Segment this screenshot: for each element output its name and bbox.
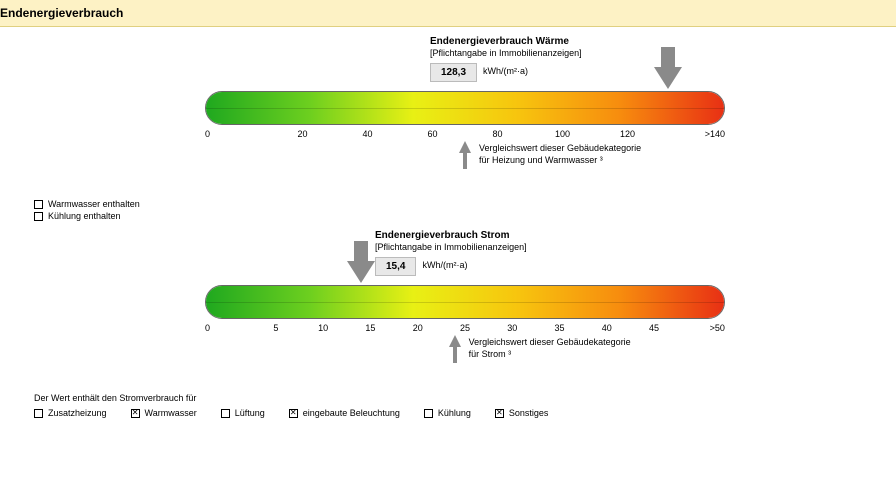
checkbox-item[interactable]: Sonstiges — [495, 408, 549, 418]
checkbox-icon[interactable] — [495, 409, 504, 418]
checkbox-icon[interactable] — [221, 409, 230, 418]
scale-heat: Endenergieverbrauch Wärme [Pflichtangabe… — [30, 35, 866, 185]
heat-checklist: Warmwasser enthalten Kühlung enthalten — [34, 199, 866, 221]
heat-compare-note: Vergleichswert dieser Gebäudekategorie f… — [479, 143, 641, 166]
tick-label: 30 — [489, 323, 536, 333]
heat-top-labels: Endenergieverbrauch Wärme [Pflichtangabe… — [430, 35, 582, 82]
section-title: Endenergieverbrauch — [0, 0, 896, 27]
tick-label: 60 — [400, 129, 465, 139]
checkbox-icon[interactable] — [424, 409, 433, 418]
tick-label: 0 — [205, 323, 252, 333]
checkbox-item[interactable]: Warmwasser enthalten — [34, 199, 866, 209]
checkbox-item[interactable]: eingebaute Beleuchtung — [289, 408, 400, 418]
heat-value: 128,3 — [430, 63, 477, 82]
checkbox-item[interactable]: Warmwasser — [131, 408, 197, 418]
power-checklist: Zusatzheizung Warmwasser Lüftung eingebaute… — [34, 406, 866, 420]
checkbox-item[interactable]: Kühlung enthalten — [34, 211, 866, 221]
heat-compare-l2: für Heizung und Warmwasser ³ — [479, 155, 641, 167]
checkbox-item[interactable]: Lüftung — [221, 408, 265, 418]
power-pointer-arrow — [347, 261, 375, 283]
tick-label: >140 — [660, 129, 725, 139]
power-value: 15,4 — [375, 257, 416, 276]
tick-label: 5 — [252, 323, 299, 333]
heat-ticks: 020406080100120>140 — [205, 129, 725, 139]
tick-label: 20 — [270, 129, 335, 139]
heat-compare-arrow — [459, 141, 471, 153]
tick-label: >50 — [678, 323, 725, 333]
checkbox-item[interactable]: Kühlung — [424, 408, 471, 418]
footer-label: Der Wert enthält den Stromverbrauch für — [34, 393, 866, 403]
tick-label: 10 — [300, 323, 347, 333]
page-content: Endenergieverbrauch Wärme [Pflichtangabe… — [0, 35, 896, 430]
checkbox-icon[interactable] — [289, 409, 298, 418]
tick-label: 0 — [205, 129, 270, 139]
power-gradient-bar — [205, 285, 725, 319]
power-heading: Endenergieverbrauch Strom — [375, 229, 527, 242]
heat-heading: Endenergieverbrauch Wärme — [430, 35, 582, 48]
tick-label: 40 — [335, 129, 400, 139]
heat-gradient-bar — [205, 91, 725, 125]
checkbox-label: Warmwasser — [145, 408, 197, 418]
tick-label: 15 — [347, 323, 394, 333]
tick-label: 40 — [583, 323, 630, 333]
heat-pointer-arrow — [654, 67, 682, 89]
heat-unit: kWh/(m²·a) — [483, 66, 528, 78]
tick-label: 120 — [595, 129, 660, 139]
checkbox-icon[interactable] — [34, 212, 43, 221]
tick-label: 45 — [630, 323, 677, 333]
power-unit: kWh/(m²·a) — [422, 260, 467, 272]
tick-label: 80 — [465, 129, 530, 139]
heat-compare-l1: Vergleichswert dieser Gebäudekategorie — [479, 143, 641, 155]
power-sub: [Pflichtangabe in Immobilienanzeigen] — [375, 242, 527, 254]
checkbox-icon[interactable] — [34, 200, 43, 209]
power-ticks: 051015202530354045>50 — [205, 323, 725, 333]
power-compare-note: Vergleichswert dieser Gebäudekategorie f… — [469, 337, 631, 360]
checkbox-label: Zusatzheizung — [48, 408, 107, 418]
power-compare-l2: für Strom ³ — [469, 349, 631, 361]
tick-label: 25 — [441, 323, 488, 333]
checkbox-label: Lüftung — [235, 408, 265, 418]
tick-label: 20 — [394, 323, 441, 333]
checkbox-icon[interactable] — [131, 409, 140, 418]
tick-label: 100 — [530, 129, 595, 139]
checkbox-label: Kühlung — [438, 408, 471, 418]
checkbox-icon[interactable] — [34, 409, 43, 418]
checkbox-label: eingebaute Beleuchtung — [303, 408, 400, 418]
power-top-labels: Endenergieverbrauch Strom [Pflichtangabe… — [375, 229, 527, 276]
tick-label: 35 — [536, 323, 583, 333]
power-compare-l1: Vergleichswert dieser Gebäudekategorie — [469, 337, 631, 349]
power-compare-arrow — [449, 335, 461, 347]
checkbox-label: Kühlung enthalten — [48, 211, 121, 221]
heat-sub: [Pflichtangabe in Immobilienanzeigen] — [430, 48, 582, 60]
scale-power: Endenergieverbrauch Strom [Pflichtangabe… — [30, 229, 866, 379]
checkbox-item[interactable]: Zusatzheizung — [34, 408, 107, 418]
checkbox-label: Warmwasser enthalten — [48, 199, 140, 209]
checkbox-label: Sonstiges — [509, 408, 549, 418]
